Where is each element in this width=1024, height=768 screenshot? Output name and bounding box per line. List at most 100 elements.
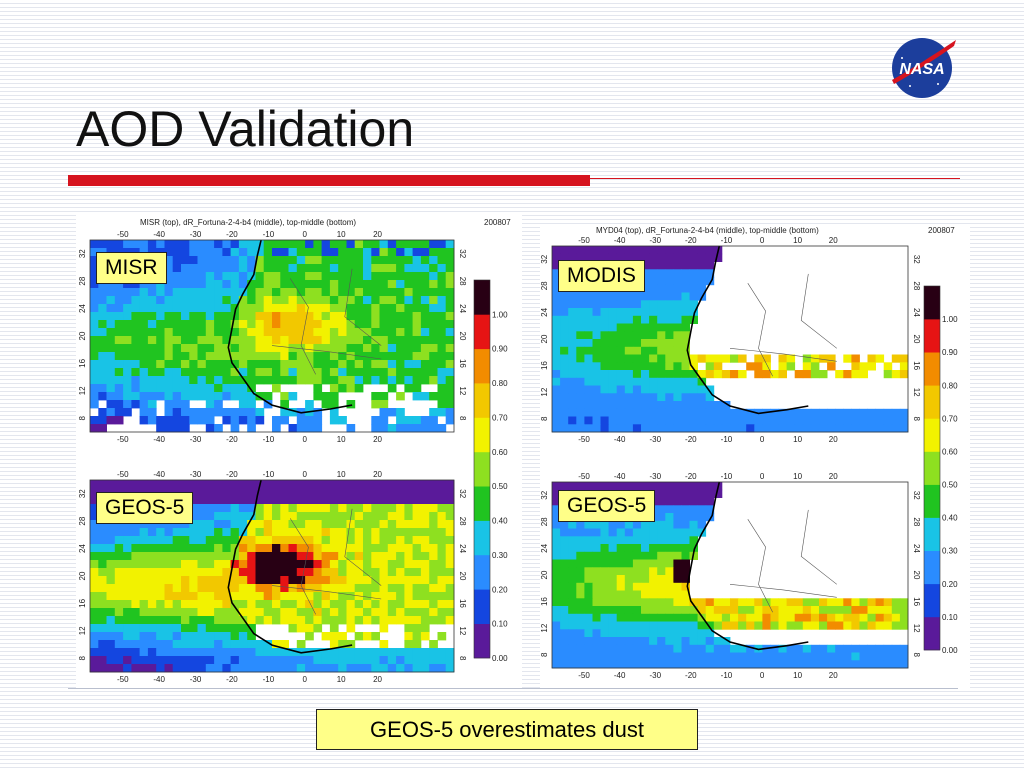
- lat-tick-label: 32: [78, 249, 87, 258]
- left-figure-date: 200807: [484, 218, 511, 227]
- colorbar-swatch: [474, 383, 490, 418]
- lat-tick-label: 24: [458, 544, 467, 553]
- lon-tick-label: -20: [226, 230, 238, 239]
- lon-tick-label: -40: [614, 472, 626, 481]
- lat-tick-label: 28: [912, 517, 921, 526]
- lon-tick-label: -30: [649, 671, 661, 680]
- lon-tick-label: -30: [190, 230, 202, 239]
- colorbar-label: 0.60: [942, 447, 958, 456]
- lon-tick-label: -20: [685, 236, 697, 245]
- lat-tick-label: 20: [912, 335, 921, 344]
- lon-tick-label: -10: [721, 435, 733, 444]
- lon-tick-label: -50: [578, 671, 590, 680]
- right-geos5-label: GEOS-5: [558, 490, 656, 522]
- lat-tick-label: 12: [78, 386, 87, 395]
- lon-tick-label: -20: [226, 675, 238, 684]
- lon-tick-label: 0: [760, 236, 765, 245]
- lat-tick-label: 12: [540, 623, 549, 632]
- lon-tick-label: -40: [153, 435, 165, 444]
- colorbar-swatch: [924, 352, 940, 386]
- lon-tick-label: 0: [303, 675, 308, 684]
- lon-tick-label: -30: [190, 675, 202, 684]
- lat-tick-label: 28: [458, 517, 467, 526]
- colorbar-swatch: [924, 583, 940, 618]
- colorbar-swatch: [474, 451, 490, 487]
- lon-tick-label: 10: [337, 435, 346, 444]
- colorbar-swatch: [474, 589, 490, 624]
- lat-tick-label: 8: [458, 416, 467, 421]
- lon-tick-label: 0: [760, 472, 765, 481]
- colorbar-swatch: [924, 484, 940, 518]
- colorbar-label: 0.90: [942, 348, 958, 357]
- misr-label: MISR: [96, 252, 167, 284]
- lon-tick-label: -40: [153, 675, 165, 684]
- lat-tick-label: 16: [78, 358, 87, 367]
- lon-tick-label: -50: [117, 470, 129, 479]
- lon-tick-label: -10: [721, 236, 733, 245]
- lon-tick-label: 20: [829, 435, 838, 444]
- nasa-logo: NASA: [892, 38, 956, 98]
- lat-tick-label: 32: [540, 490, 549, 499]
- lon-tick-label: 0: [303, 470, 308, 479]
- title-underline: [68, 175, 590, 186]
- lat-tick-label: 20: [458, 572, 467, 581]
- lon-tick-label: 10: [337, 470, 346, 479]
- right-figure-date: 200807: [928, 226, 955, 235]
- lat-tick-label: 16: [458, 599, 467, 608]
- lon-tick-label: 10: [793, 472, 802, 481]
- lat-tick-label: 8: [78, 656, 87, 661]
- lon-tick-label: 20: [373, 230, 382, 239]
- colorbar-label: 0.30: [492, 551, 508, 560]
- caption-box: GEOS-5 overestimates dust: [316, 709, 698, 750]
- colorbar-label: 1.00: [942, 315, 958, 324]
- colorbar-swatch: [924, 286, 940, 320]
- colorbar-label: 0.10: [942, 613, 958, 622]
- lon-tick-label: 0: [760, 671, 765, 680]
- lon-tick-label: 20: [373, 675, 382, 684]
- lon-tick-label: 0: [303, 435, 308, 444]
- colorbar-label: 0.20: [942, 580, 958, 589]
- lat-tick-label: 16: [912, 597, 921, 606]
- lon-tick-label: 20: [829, 472, 838, 481]
- lat-tick-label: 28: [78, 276, 87, 285]
- lon-tick-label: -10: [263, 435, 275, 444]
- nasa-logo-text: NASA: [899, 61, 944, 78]
- colorbar-swatch: [474, 554, 490, 590]
- lat-tick-label: 16: [78, 598, 87, 607]
- lon-tick-label: 10: [337, 675, 346, 684]
- left-figure-maps: -50 -40 -30 -20 -10 0 10 20 -50 -40 -30 -20 -10 0 10 20…: [78, 230, 508, 684]
- lon-tick-label: -20: [685, 435, 697, 444]
- lat-tick-label: 8: [458, 656, 467, 661]
- lat-tick-label: 24: [78, 304, 87, 313]
- lat-tick-label: 8: [912, 652, 921, 657]
- lat-tick-label: 12: [540, 387, 549, 396]
- lat-tick-label: 28: [540, 517, 549, 526]
- lon-tick-label: -50: [117, 675, 129, 684]
- lon-tick-label: -30: [190, 435, 202, 444]
- right-figure-header: MYD04 (top), dR_Fortuna-2-4-b4 (middle),…: [596, 226, 819, 235]
- left-figure-header: MISR (top), dR_Fortuna-2-4-b4 (middle), …: [140, 218, 357, 227]
- aod-map: [551, 245, 909, 433]
- colorbar-label: 0.40: [492, 517, 508, 526]
- lon-tick-label: -30: [649, 435, 661, 444]
- right-figure: MYD04 (top), dR_Fortuna-2-4-b4 (middle),…: [540, 224, 970, 688]
- colorbar-swatch: [924, 418, 940, 452]
- colorbar-label: 0.50: [492, 482, 508, 491]
- colorbar-label: 1.00: [492, 310, 508, 319]
- lat-tick-label: 8: [912, 416, 921, 421]
- lat-tick-label: 12: [912, 624, 921, 633]
- lat-tick-label: 24: [78, 544, 87, 553]
- title-underline-thin: [590, 178, 960, 179]
- colorbar-label: 0.20: [492, 585, 508, 594]
- colorbar-swatch: [474, 623, 490, 659]
- colorbar-label: 0.80: [492, 379, 508, 388]
- slide-title: AOD Validation: [76, 101, 415, 157]
- colorbar-label: 0.50: [942, 481, 958, 490]
- lat-tick-label: 32: [458, 249, 467, 258]
- lat-tick-label: 28: [458, 277, 467, 286]
- colorbar-label: 0.60: [492, 448, 508, 457]
- lon-tick-label: -40: [614, 236, 626, 245]
- modis-label: MODIS: [558, 260, 645, 292]
- lat-tick-label: 32: [912, 255, 921, 264]
- lon-tick-label: 10: [793, 671, 802, 680]
